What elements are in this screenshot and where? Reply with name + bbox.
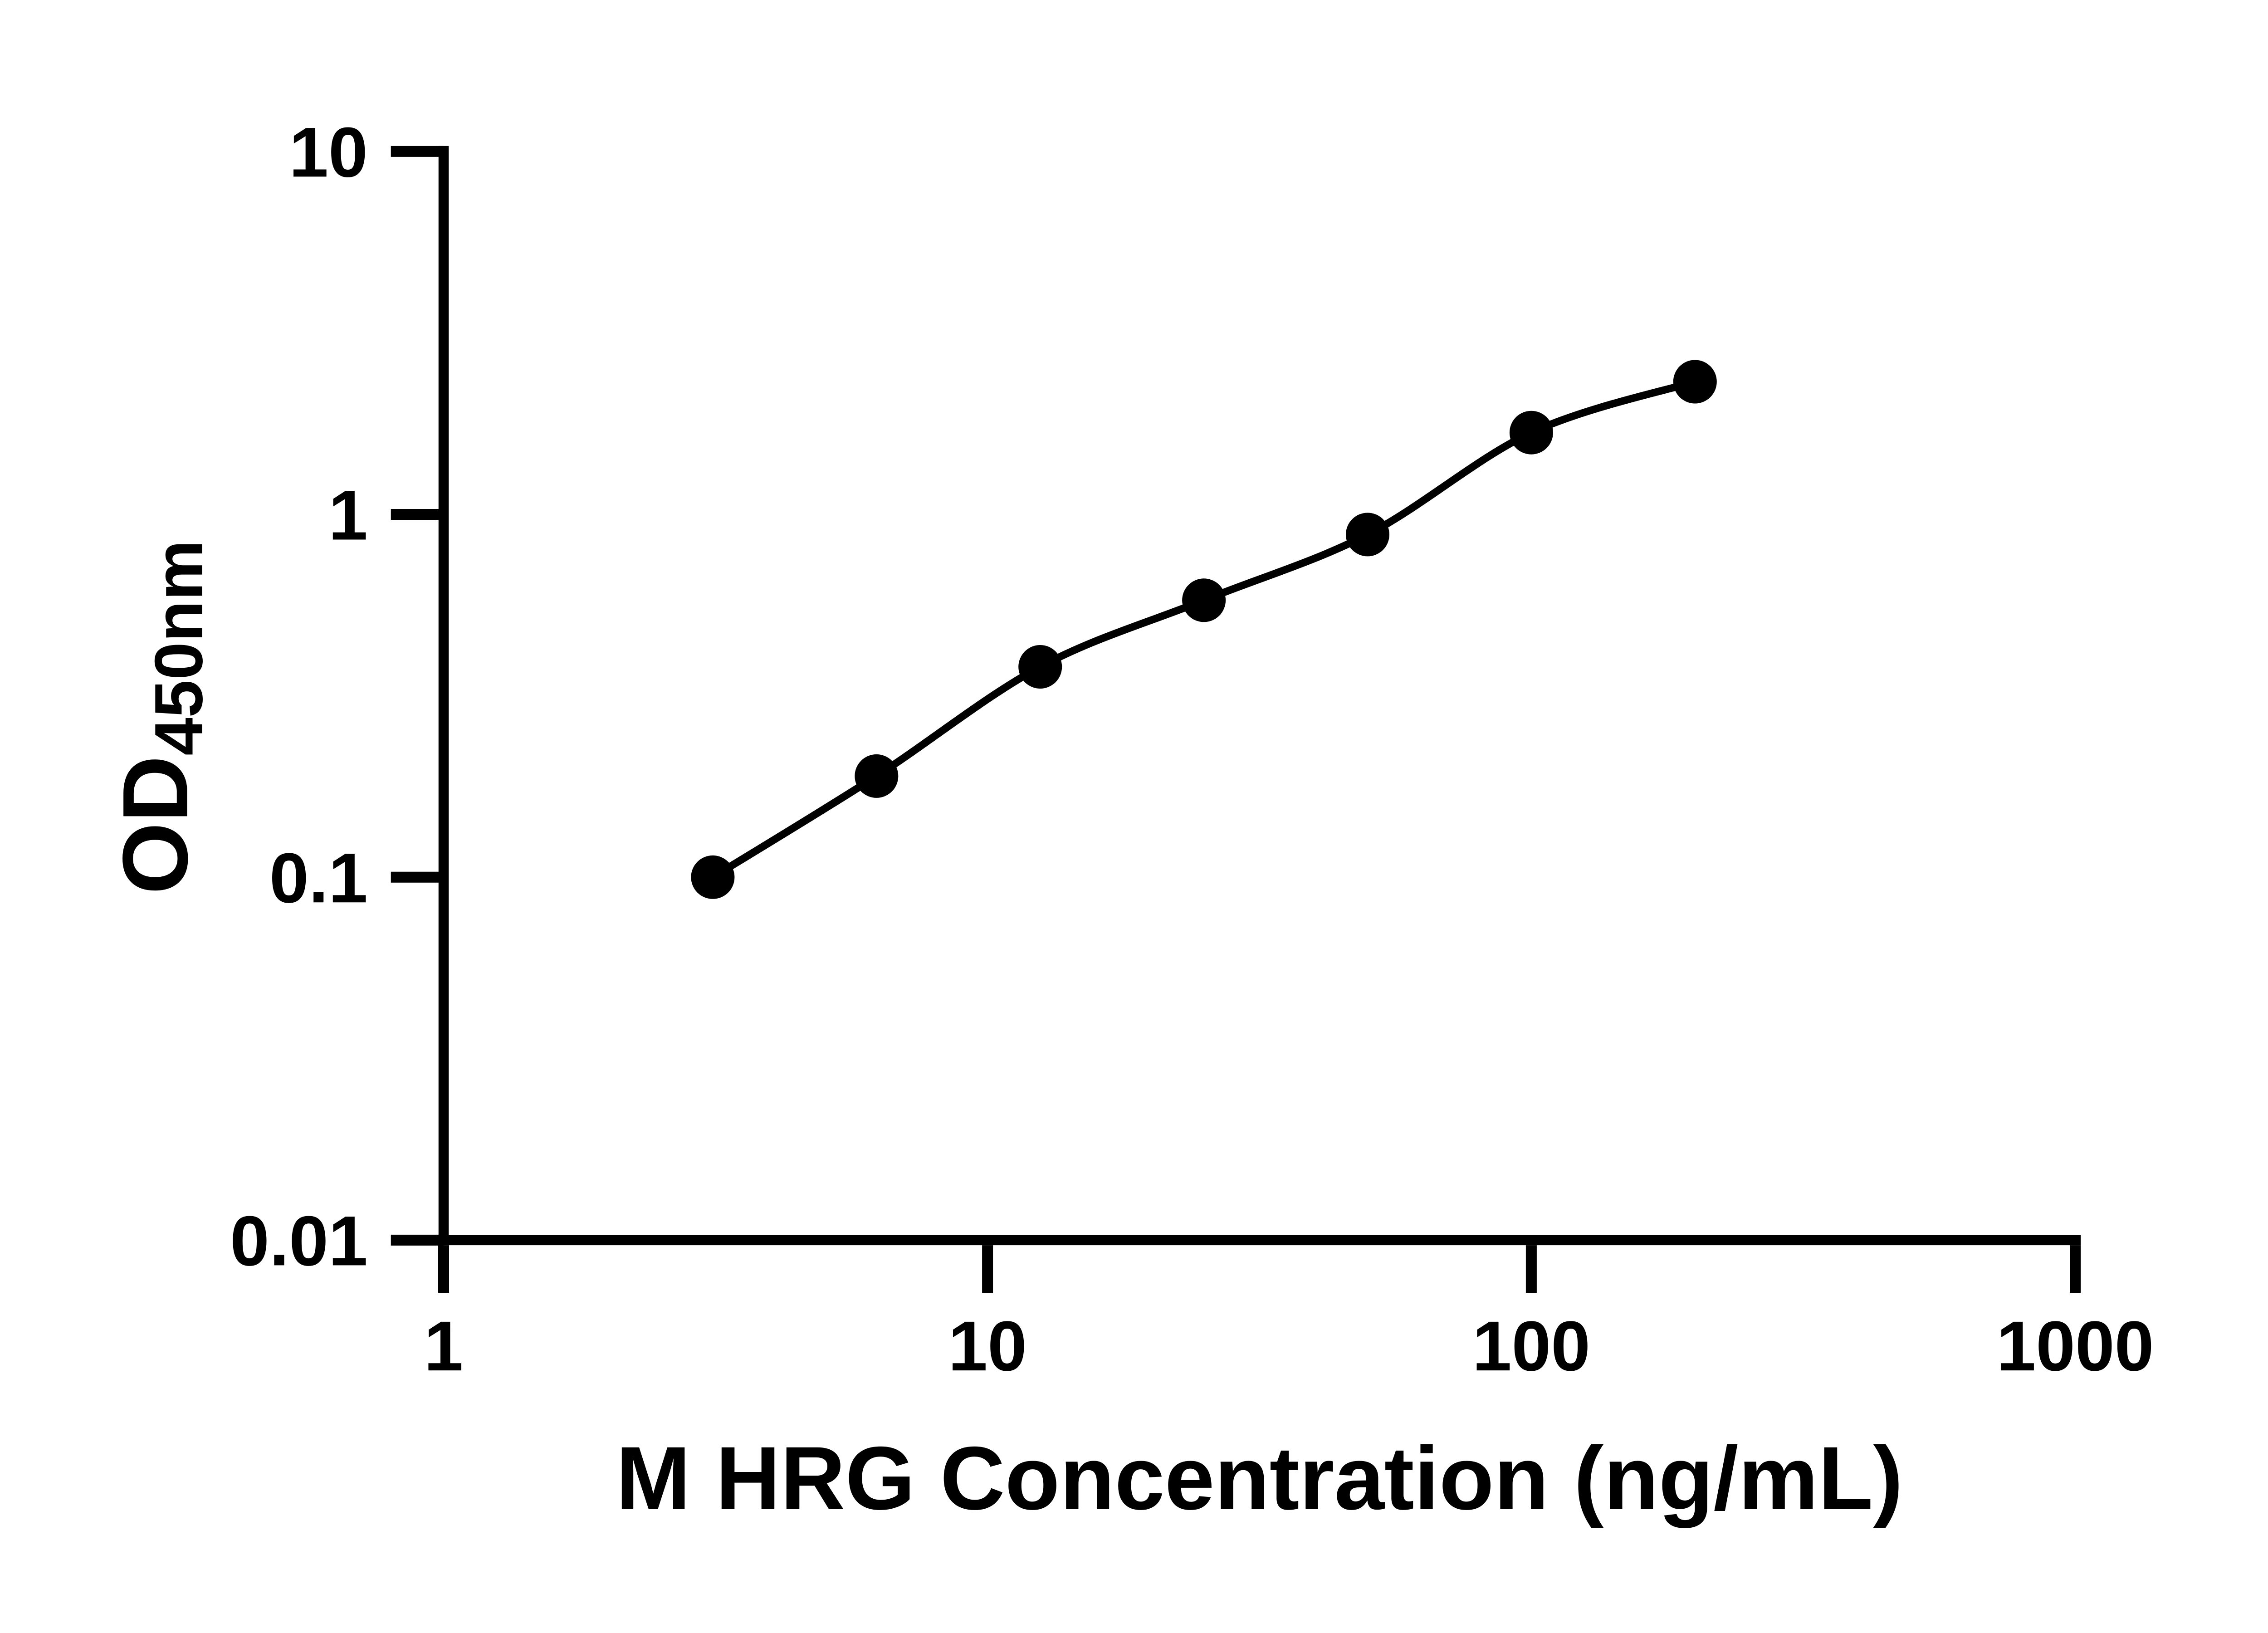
data-point-marker-2 [855,754,899,798]
y-tick-label-10: 10 [289,113,368,192]
data-point-marker-3 [1018,645,1062,689]
y-axis-title-subscript: 450nm [141,540,217,756]
x-tick-label-100: 100 [1472,1307,1590,1386]
y-tick-label-0.1: 0.1 [269,839,368,918]
data-point-marker-7 [1673,360,1717,404]
data-point-marker-4 [1182,578,1226,622]
y-axis-title-main: OD [104,755,208,895]
data-point-marker-1 [691,855,735,899]
data-point-marker-5 [1346,513,1389,557]
standard-curve-fit-line [711,378,1696,880]
data-point-marker-6 [1509,411,1553,455]
y-tick-label-1: 1 [328,476,368,555]
y-axis-title: OD450nm [103,540,219,894]
x-tick-label-1: 1 [424,1307,464,1386]
x-tick-label-1000: 1000 [1996,1307,2154,1386]
y-tick-label-0.01: 0.01 [230,1202,368,1281]
x-axis-title: M HRG Concentration (ng/mL) [616,1428,1903,1528]
x-tick-label-10: 10 [948,1307,1027,1386]
